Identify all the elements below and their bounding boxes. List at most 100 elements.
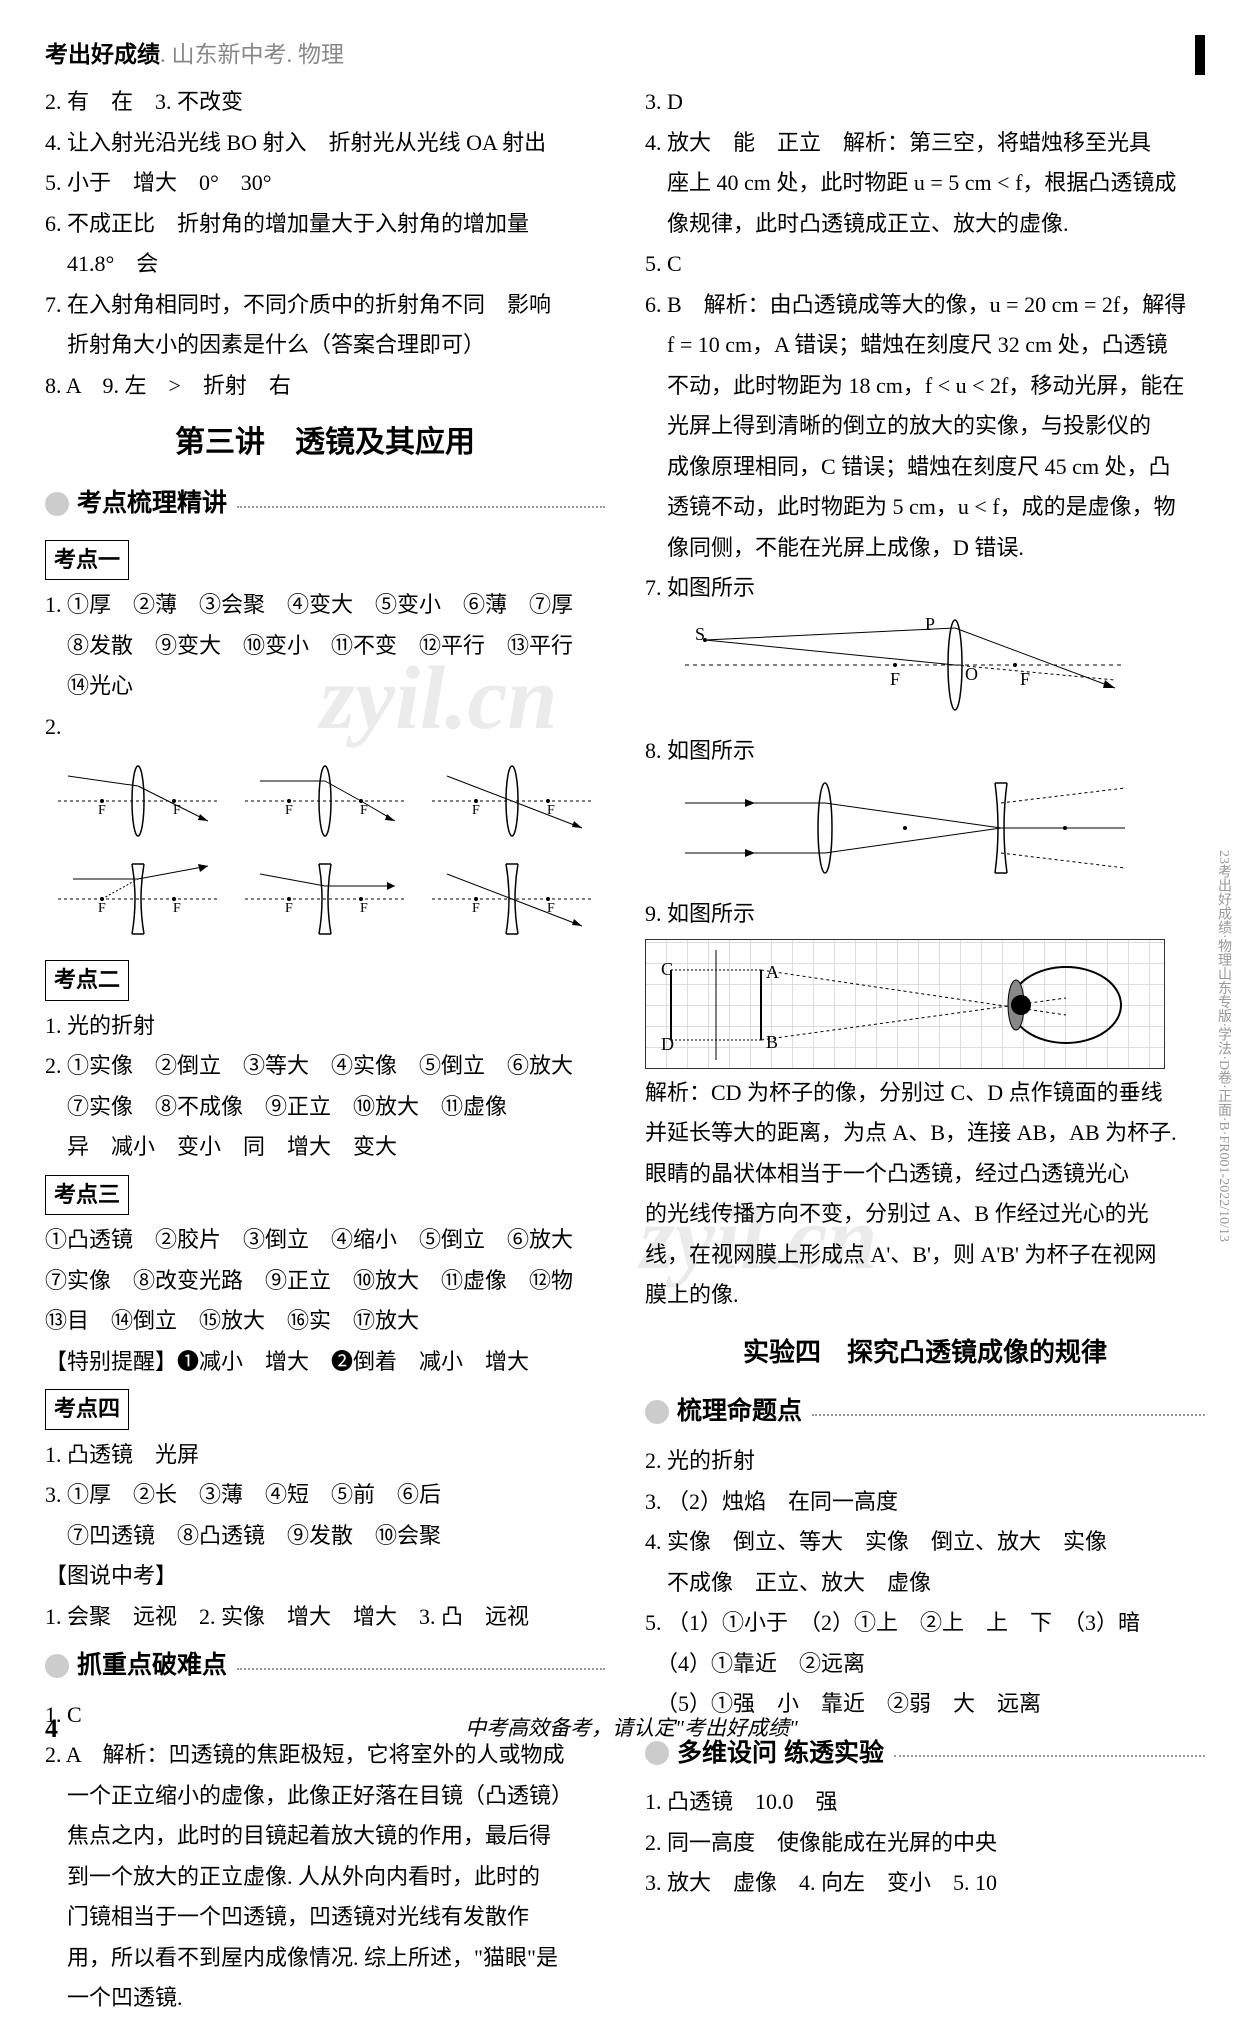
answer-line: 异 减小 变小 同 增大 变大 xyxy=(45,1128,605,1167)
answer-line: 成像原理相同，C 错误；蜡烛在刻度尺 45 cm 处，凸 xyxy=(645,448,1205,487)
answer-line: 【图说中考】 xyxy=(45,1557,605,1596)
side-vertical-text: 23考出好成绩·物理山东专版·学法·D卷·正面·B·FR001-2022/10/… xyxy=(1211,850,1236,1242)
sub-heading-kaodian: 考点梳理精讲 xyxy=(45,482,605,526)
bulb-icon xyxy=(45,492,69,516)
globe-icon xyxy=(645,1400,669,1424)
convex-lens-diagram-icon: F F xyxy=(245,756,405,846)
answer-line: 1. 光的折射 xyxy=(45,1007,605,1046)
kaodian-3-label: 考点三 xyxy=(45,1175,129,1216)
answer-line: 光屏上得到清晰的倒立的放大的实像，与投影仪的 xyxy=(645,407,1205,446)
svg-text:F: F xyxy=(173,901,181,916)
answer-line: 4. 让入射光沿光线 BO 射入 折射光从光线 OA 射出 xyxy=(45,124,605,163)
sub-heading-text: 考点梳理精讲 xyxy=(77,482,227,526)
convex-lens-diagram-icon: F F xyxy=(58,756,218,846)
answer-line: 的光线传播方向不变，分别过 A、B 作经过光心的光 xyxy=(645,1195,1205,1234)
star-icon xyxy=(45,1654,69,1678)
svg-text:F: F xyxy=(360,901,368,916)
top-black-mark xyxy=(1195,35,1205,75)
kaodian-4-label: 考点四 xyxy=(45,1389,129,1430)
answer-line: 折射角大小的因素是什么（答案合理即可） xyxy=(45,326,605,365)
answer-line: 不动，此时物距为 18 cm，f < u < 2f，移动光屏，能在 xyxy=(645,367,1205,406)
answer-line: 焦点之内，此时的目镜起着放大镜的作用，最后得 xyxy=(45,1817,605,1856)
kaodian-1-label: 考点一 xyxy=(45,540,129,581)
answer-line: 2. 同一高度 使像能成在光屏的中央 xyxy=(645,1824,1205,1863)
answer-line: 8. 如图所示 xyxy=(645,732,1205,771)
answer-line: 5. 小于 增大 0° 30° xyxy=(45,164,605,203)
lens-row-2: F F F F xyxy=(45,854,605,944)
dotted-line xyxy=(237,1662,605,1670)
answer-line: 透镜不动，此时物距为 5 cm，u < f，成的是虚像，物 xyxy=(645,488,1205,527)
dotted-line xyxy=(812,1408,1205,1416)
lens-diagrams: F F F F xyxy=(45,756,605,944)
answer-line: ⑦凹透镜 ⑧凸透镜 ⑨发散 ⑩会聚 xyxy=(45,1517,605,1556)
answer-line: 1. ①厚 ②薄 ③会聚 ④变大 ⑤变小 ⑥薄 ⑦厚 xyxy=(45,586,605,625)
answer-line: 4. 实像 倒立、等大 实像 倒立、放大 实像 xyxy=(645,1523,1205,1562)
concave-lens-diagram-icon: F F xyxy=(58,854,218,944)
answer-line: 线，在视网膜上形成点 A'、B'，则 A'B' 为杯子在视网 xyxy=(645,1236,1205,1275)
sub-heading-shuli: 梳理命题点 xyxy=(645,1390,1205,1434)
answer-line: 5. （1）①小于 （2）①上 ②上 上 下 （3）暗 xyxy=(645,1604,1205,1643)
page-footer: 4 中考高效备考，请认定"考出好成绩" xyxy=(45,1706,1205,1752)
dotted-line xyxy=(237,500,605,508)
answer-line: 7. 在入射角相同时，不同介质中的折射角不同 影响 xyxy=(45,286,605,325)
convex-lens-diagram-icon: F F xyxy=(432,756,592,846)
answer-line: 用，所以看不到屋内成像情况. 综上所述，"猫眼"是 xyxy=(45,1939,605,1978)
sub-heading-text: 抓重点破难点 xyxy=(77,1644,227,1688)
answer-line: ①凸透镜 ②胶片 ③倒立 ④缩小 ⑤倒立 ⑥放大 xyxy=(45,1221,605,1260)
answer-line: 1. 凸透镜 光屏 xyxy=(45,1436,605,1475)
section-title: 第三讲 透镜及其应用 xyxy=(45,417,605,470)
answer-line: 门镜相当于一个凹透镜，凹透镜对光线有发散作 xyxy=(45,1898,605,1937)
answer-line: 3. 放大 虚像 4. 向左 变小 5. 10 xyxy=(645,1864,1205,1903)
answer-line: （4）①靠近 ②远离 xyxy=(645,1645,1205,1684)
answer-line: 41.8° 会 xyxy=(45,245,605,284)
concave-lens-diagram-icon: F F xyxy=(432,854,592,944)
answer-line: 8. A 9. 左 > 折射 右 xyxy=(45,367,605,406)
answer-line: 膜上的像. xyxy=(645,1276,1205,1315)
answer-line: 3. （2）烛焰 在同一高度 xyxy=(645,1483,1205,1522)
answer-line: 2. 光的折射 xyxy=(645,1442,1205,1481)
header-bold: 考出好成绩 xyxy=(45,42,160,67)
svg-text:F: F xyxy=(472,803,480,818)
answer-line: 3. ①厚 ②长 ③薄 ④短 ⑤前 ⑥后 xyxy=(45,1476,605,1515)
answer-line: 【特别提醒】❶减小 增大 ❷倒着 减小 增大 xyxy=(45,1343,605,1382)
answer-line: 2. ①实像 ②倒立 ③等大 ④实像 ⑤倒立 ⑥放大 xyxy=(45,1047,605,1086)
concave-lens-diagram-icon: F F xyxy=(245,854,405,944)
answer-line: 眼睛的晶状体相当于一个凸透镜，经过凸透镜光心 xyxy=(645,1155,1205,1194)
header-rest: . 山东新中考. 物理 xyxy=(160,42,344,67)
answer-line: 2. 有 在 3. 不改变 xyxy=(45,83,605,122)
answer-line: 3. D xyxy=(645,83,1205,122)
answer-line: 解析：CD 为杯子的像，分别过 C、D 点作镜面的垂线 xyxy=(645,1074,1205,1113)
answer-line: 1. 会聚 远视 2. 实像 增大 增大 3. 凸 远视 xyxy=(45,1598,605,1637)
answer-line: ⑦实像 ⑧不成像 ⑨正立 ⑩放大 ⑪虚像 xyxy=(45,1088,605,1127)
answer-line: 1. 凸透镜 10.0 强 xyxy=(645,1783,1205,1822)
answer-line: 4. 放大 能 正立 解析：第三空，将蜡烛移至光具 xyxy=(645,124,1205,163)
lens-row-1: F F F F xyxy=(45,756,605,846)
sub-heading-zhua: 抓重点破难点 xyxy=(45,1644,605,1688)
svg-text:F: F xyxy=(285,803,293,818)
svg-text:F: F xyxy=(472,901,480,916)
answer-line: ⑦实像 ⑧改变光路 ⑨正立 ⑩放大 ⑪虚像 ⑫物 xyxy=(45,1262,605,1301)
answer-line: 9. 如图所示 xyxy=(645,895,1205,934)
answer-line: 5. C xyxy=(645,245,1205,284)
lens-ray-diagram-q8 xyxy=(645,773,1165,883)
answer-line: 不成像 正立、放大 虚像 xyxy=(645,1564,1205,1603)
label-B: B xyxy=(766,1032,778,1052)
answer-line: ⑭光心 xyxy=(45,667,605,706)
label-P: P xyxy=(925,614,935,634)
svg-text:F: F xyxy=(98,803,106,818)
answer-line: 到一个放大的正立虚像. 人从外向内看时，此时的 xyxy=(45,1858,605,1897)
answer-line: 6. B 解析：由凸透镜成等大的像，u = 20 cm = 2f，解得 xyxy=(645,286,1205,325)
label-A: A xyxy=(766,962,779,982)
answer-line: 一个正立缩小的虚像，此像正好落在目镜（凸透镜） xyxy=(45,1777,605,1816)
experiment-title: 实验四 探究凸透镜成像的规律 xyxy=(645,1330,1205,1376)
answer-line: 座上 40 cm 处，此时物距 u = 5 cm < f，根据凸透镜成 xyxy=(645,164,1205,203)
label-F: F xyxy=(890,669,900,689)
page-number: 4 xyxy=(45,1706,58,1752)
answer-line: 像规律，此时凸透镜成正立、放大的虚像. xyxy=(645,205,1205,244)
svg-text:F: F xyxy=(360,803,368,818)
answer-line: ⑧发散 ⑨变大 ⑩变小 ⑪不变 ⑫平行 ⑬平行 xyxy=(45,627,605,666)
svg-text:F: F xyxy=(98,901,106,916)
label-D: D xyxy=(661,1034,674,1054)
page-header: 考出好成绩. 山东新中考. 物理 xyxy=(45,35,1205,75)
answer-line: 6. 不成正比 折射角的增加量大于入射角的增加量 xyxy=(45,205,605,244)
